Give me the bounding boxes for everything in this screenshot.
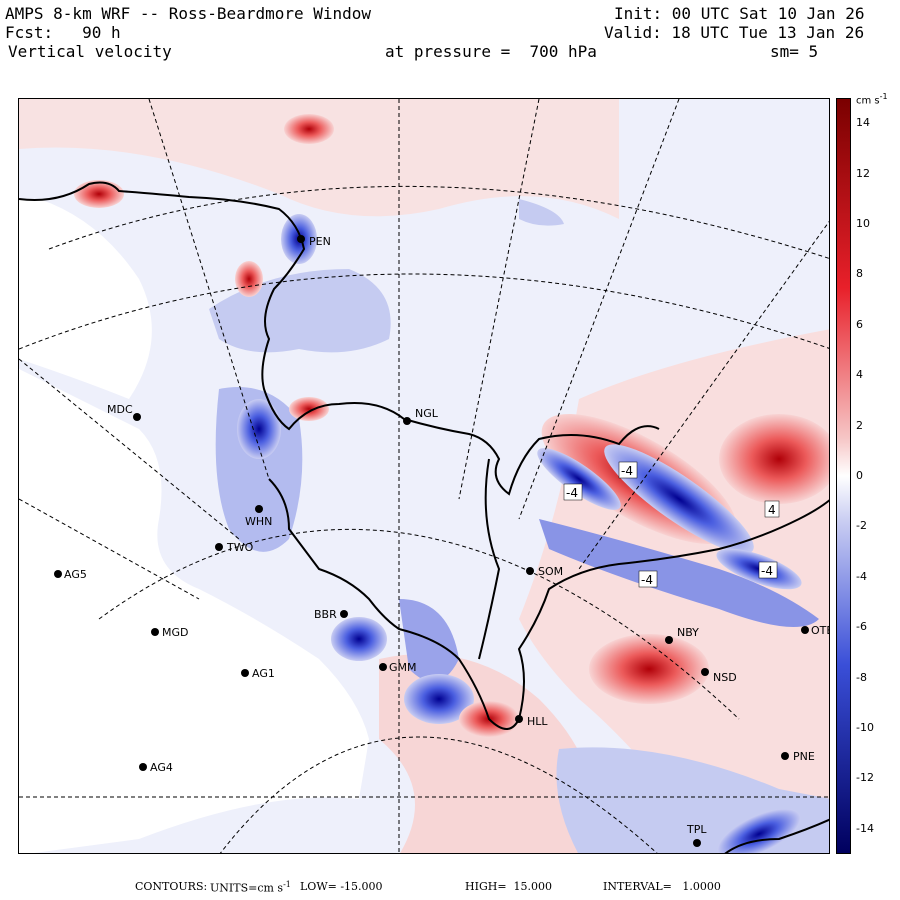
colorbar-tick-label: -2 [856,519,867,533]
vertical-velocity-map: MDC NGL SOM TWO AG5 MGD AG1 AG4 NBY NSD … [18,98,830,854]
downdraft-centre [237,399,281,459]
station-ag4[interactable]: AG4 [139,761,173,774]
colorbar-tick-label: 14 [856,116,870,130]
blue-band [539,519,819,627]
colorbar-unit: cm s-1 [856,92,888,107]
contour-label: -4 [566,486,578,500]
colorbar-tick-label: -14 [856,821,874,835]
colorbar-tick-label: 10 [856,217,870,230]
colorbar-tick-label: 12 [856,166,870,180]
pressure-level: at pressure = 700 hPa [385,42,597,61]
updraft-centre [284,114,334,144]
station-pne[interactable]: PNE [781,750,815,763]
station-label: OTE [811,624,830,637]
updraft-centre [719,414,829,504]
contour-label: -4 [621,464,633,478]
station-tpl[interactable]: TPL [686,823,707,847]
station-ag1[interactable]: AG1 [241,667,275,680]
station-label: AG1 [252,667,275,680]
updraft-centre [235,261,263,297]
no-data-region [19,369,369,853]
downdraft-centre [604,444,754,554]
footer-high: HIGH= 15.000 [465,880,553,893]
colorbar-tick-label: 4 [856,368,863,382]
footer-interval: INTERVAL= 1.0000 [603,880,721,893]
station-label: PNE [793,750,815,763]
colorbar-tick-label: 6 [856,317,863,331]
station-label: PEN [309,235,331,248]
contour-label: -4 [761,564,773,578]
station-label: NBY [677,626,699,639]
colorbar-tick-label: -10 [856,721,874,734]
station-hll[interactable]: HLL [515,715,548,728]
station-pen[interactable]: PEN [297,235,331,248]
station-mgd[interactable]: MGD [151,626,189,639]
colorbar-tick-label: -4 [856,569,867,583]
station-label: AG5 [64,568,87,581]
init-time: Init: 00 UTC Sat 10 Jan 26 [614,4,865,23]
station-nby[interactable]: NBY [665,626,699,644]
blue-patch [399,599,459,682]
station-two[interactable]: TWO [215,541,254,554]
map-canvas: MDC NGL SOM TWO AG5 MGD AG1 AG4 NBY NSD … [19,99,830,853]
downdraft-centre [404,674,474,724]
station-label: NGL [415,407,439,420]
station-ote[interactable]: OTE [801,624,830,637]
colorbar-tick-label: 8 [856,267,863,281]
footer-low: LOW= -15.000 [300,880,383,893]
station-bbr[interactable]: BBR [314,608,348,621]
updraft-centre [289,397,329,421]
station-label: GMM [389,661,417,674]
station-som[interactable]: SOM [526,565,563,578]
footer-units: UNITS=cm s-1 [210,880,291,895]
station-whn[interactable]: WHN [245,505,272,528]
station-label: NSD [713,671,737,684]
station-label: BBR [314,608,337,621]
valid-time: Valid: 18 UTC Tue 13 Jan 26 [604,23,865,42]
forecast-hour: Fcst: 90 h [5,23,121,42]
colorbar-tick-label: 0 [856,469,863,482]
colorbar-tick-label: 2 [856,418,863,432]
pink-band-north [19,99,619,219]
station-mdc[interactable]: MDC [107,403,141,421]
blue-patch [519,199,564,226]
stations: MDC NGL SOM TWO AG5 MGD AG1 AG4 NBY NSD … [54,235,830,847]
downdraft-centre [331,617,387,661]
station-label: MGD [162,626,189,639]
graticule [19,99,829,853]
station-nsd[interactable]: NSD [701,668,737,684]
no-data-region-west [19,199,152,399]
map-title: AMPS 8-km WRF -- Ross-Beardmore Window [5,4,372,23]
downdraft-centre [537,448,621,510]
colorbar [836,98,851,854]
colorbar-tick-label: -12 [856,771,874,785]
colorbar-tick-label: -6 [856,620,867,634]
station-gmm[interactable]: GMM [379,661,417,674]
contour-label: 4 [768,503,776,517]
station-ag5[interactable]: AG5 [54,568,87,581]
station-label: SOM [538,565,563,578]
updraft-centre [74,180,124,208]
updraft-centre [589,634,709,704]
footer-contours: CONTOURS: [135,880,208,893]
station-label: TPL [686,823,707,836]
station-label: WHN [245,515,272,528]
colorbar-tick-label: -8 [856,670,867,684]
station-label: MDC [107,403,133,416]
station-label: AG4 [150,761,173,774]
field-name: Vertical velocity [8,42,172,61]
contour-label: -4 [641,573,653,587]
coastline [19,181,829,853]
smoothing-label: sm= 5 [770,42,819,61]
station-label: HLL [527,715,548,728]
station-ngl[interactable]: NGL [403,407,439,425]
contour-labels: -4 -4 -4 -4 4 [563,461,780,588]
station-label: TWO [226,541,254,554]
